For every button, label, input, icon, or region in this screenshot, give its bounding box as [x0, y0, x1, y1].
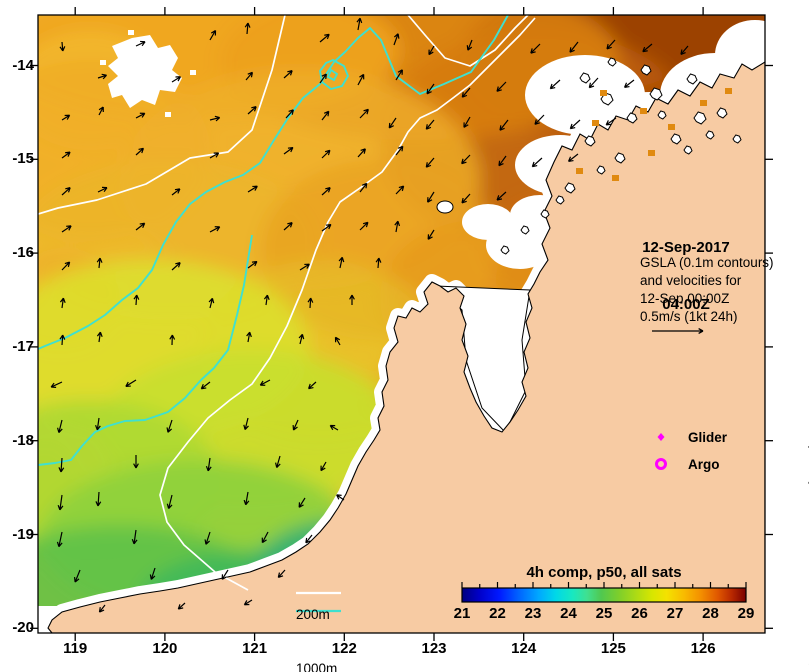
contour-1000m — [38, 234, 253, 466]
time-text: 04:00Z — [662, 296, 710, 313]
velocity-scale-arrow — [652, 328, 704, 334]
y-tick-label: -19 — [12, 525, 34, 543]
y-tick-label: -14 — [12, 56, 34, 74]
date-text: 12-Sep-2017 — [642, 239, 730, 256]
gsla-note-line: 0.5m/s (1kt 24h) — [640, 309, 738, 324]
gsla-note: GSLA (0.1m contours) and velocities for 12… — [640, 254, 774, 326]
x-tick-label: 123 — [421, 640, 447, 657]
x-tick-label: 125 — [600, 640, 626, 657]
glider-marker-icon — [657, 433, 665, 441]
colorbar-tick-label: 29 — [737, 605, 755, 622]
contour-200m-gsla — [38, 15, 286, 215]
y-tick-label: -18 — [12, 431, 34, 449]
y-tick-label: -15 — [12, 150, 34, 168]
colorbar-title: 4h comp, p50, all sats — [526, 564, 682, 581]
contour-lines — [38, 15, 536, 591]
offshore-island — [436, 200, 454, 214]
depth-legend-lines — [296, 591, 341, 613]
depth-200m-label: 200m — [296, 607, 330, 622]
contour-200m-gsla — [159, 17, 536, 591]
velocity-arrows — [50, 17, 689, 613]
gsla-note-line: and velocities for — [640, 273, 742, 288]
date-annotation: 12-Sep-2017 04:00Z — [621, 200, 751, 352]
colorbar-tick-label: 22 — [489, 605, 506, 622]
contour-200m-gsla — [407, 15, 529, 67]
gsla-note-line: 12-Sep 00:00Z — [640, 291, 730, 306]
colorbar-tick-label: 26 — [631, 605, 648, 622]
contour-1000m — [38, 15, 509, 350]
y-tick-label: -16 — [12, 244, 34, 262]
colorbar-tick-label: 21 — [453, 605, 471, 622]
x-tick-label: 121 — [242, 640, 268, 657]
glider-label: Glider — [688, 430, 728, 445]
colorbar-tick-label: 24 — [560, 605, 577, 622]
contour-1000m-loop — [318, 58, 350, 91]
coastal-islands — [500, 57, 742, 255]
colorbar-tick-label: 28 — [702, 605, 719, 622]
colorbar-tick-label: 25 — [595, 605, 613, 622]
depth-legend: 200m 1000m — [296, 570, 337, 672]
gsla-note-line: GSLA (0.1m contours) — [640, 255, 774, 270]
x-tick-label: 120 — [152, 640, 178, 657]
y-tick-label: -20 — [12, 619, 34, 637]
land-mass — [47, 61, 765, 633]
colorbar-tick-label: 27 — [666, 605, 684, 622]
x-tick-label: 122 — [331, 640, 357, 657]
cloud-blob — [108, 35, 182, 108]
map-frame — [30, 7, 773, 641]
colorbar-tick-label: 23 — [524, 605, 542, 622]
contour-1000m-loop — [326, 68, 339, 82]
x-tick-label: 126 — [690, 640, 716, 657]
argo-label: Argo — [688, 457, 720, 472]
y-tick-label: -17 — [12, 337, 34, 355]
depth-1000m-label: 1000m — [296, 661, 338, 672]
x-tick-label: 119 — [63, 640, 88, 657]
x-tick-label: 124 — [511, 640, 537, 657]
argo-marker-icon — [655, 458, 667, 470]
colorbar — [461, 582, 747, 603]
platform-markers — [655, 433, 667, 470]
